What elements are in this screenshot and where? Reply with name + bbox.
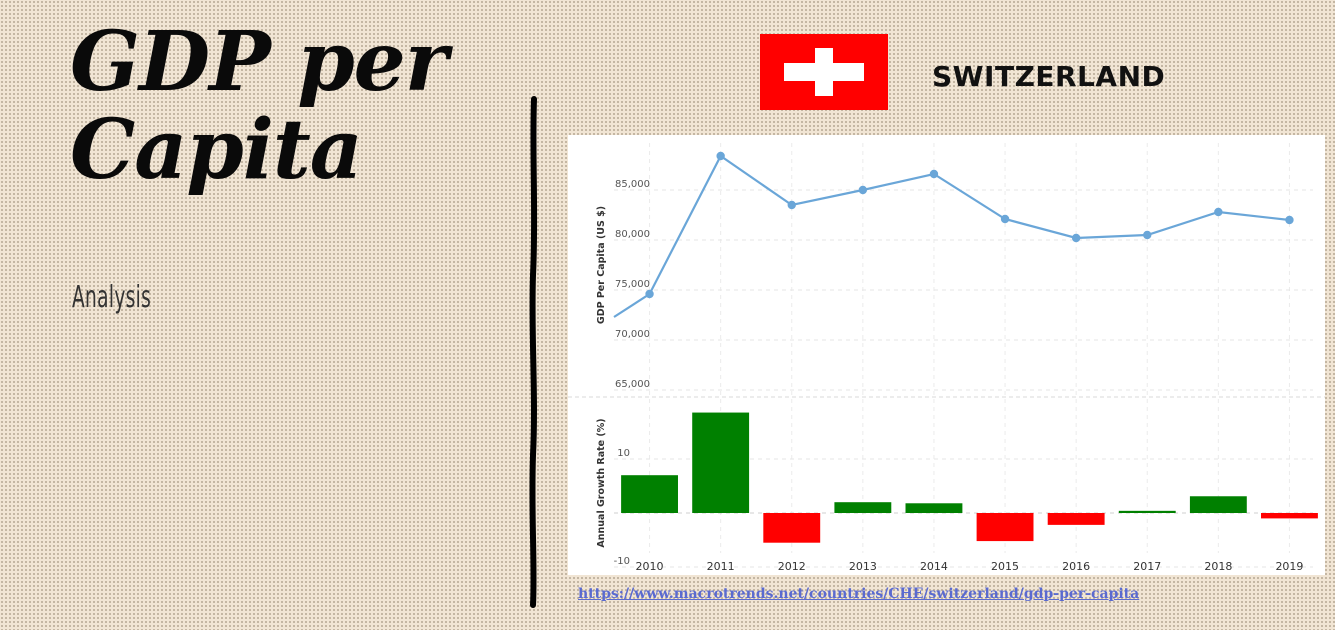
source-link[interactable]: https://www.macrotrends.net/countries/CH… — [578, 586, 1140, 602]
xtick-label: 2010 — [636, 560, 664, 573]
gdp-ytick-label: 65,000 — [615, 379, 650, 390]
gdp-ylabel: GDP Per Capita (US $) — [596, 206, 607, 324]
slide-subtitle: Analysis — [72, 280, 152, 315]
xtick-label: 2011 — [707, 560, 735, 573]
swiss-flag-icon — [760, 34, 888, 110]
gdp-line-series — [613, 154, 1290, 318]
growth-bar-2017 — [1118, 510, 1176, 513]
gdp-point-2015 — [1000, 214, 1010, 224]
xtick-label: 2019 — [1275, 560, 1303, 573]
gdp-ytick-label: 85,000 — [615, 179, 650, 190]
growth-bar-2013 — [834, 502, 892, 513]
xtick-label: 2018 — [1204, 560, 1232, 573]
growth-bar-2011 — [692, 412, 750, 513]
gdp-chart-panel: 85,000 80,000 75,000 70,000 65,000 GDP Per Ca… — [568, 135, 1325, 575]
gdp-point-2014 — [929, 169, 939, 179]
gdp-point-2016 — [1071, 233, 1081, 243]
gdp-point-2010 — [645, 289, 654, 299]
country-name: SWITZERLAND — [932, 60, 1166, 93]
xtick-label: 2016 — [1062, 560, 1090, 573]
growth-bar-2018 — [1189, 496, 1247, 513]
growth-bar-2010 — [621, 475, 678, 513]
gdp-ytick-label: 75,000 — [615, 279, 650, 290]
xtick-label: 2012 — [778, 560, 806, 573]
growth-bar-2015 — [976, 513, 1034, 542]
xtick-label: 2014 — [920, 560, 948, 573]
gdp-ytick-label: 80,000 — [615, 229, 650, 240]
xtick-label: 2015 — [991, 560, 1019, 573]
xtick-label: 2017 — [1133, 560, 1161, 573]
gdp-ytick-label: 70,000 — [615, 329, 650, 340]
gdp-chart: 85,000 80,000 75,000 70,000 65,000 GDP Per Ca… — [568, 143, 1325, 573]
gdp-point-2012 — [787, 200, 796, 210]
growth-bar-2014 — [905, 503, 963, 513]
gdp-point-2018 — [1214, 207, 1223, 217]
growth-ylabel: Annual Growth Rate (%) — [596, 418, 607, 547]
slide-title: GDP per Capita — [70, 14, 448, 198]
growth-bar-2019 — [1261, 513, 1318, 519]
growth-bar-2012 — [763, 513, 821, 543]
vertical-divider — [529, 96, 538, 608]
gdp-point-2013 — [858, 185, 868, 195]
gdp-point-2017 — [1143, 230, 1152, 240]
xtick-label: 2013 — [849, 560, 877, 573]
gdp-point-2011 — [716, 151, 725, 161]
growth-ytick-label: -10 — [614, 556, 630, 567]
growth-ytick-label: 10 — [617, 448, 630, 459]
gdp-point-2019 — [1285, 215, 1294, 225]
growth-bar-2016 — [1047, 513, 1105, 525]
